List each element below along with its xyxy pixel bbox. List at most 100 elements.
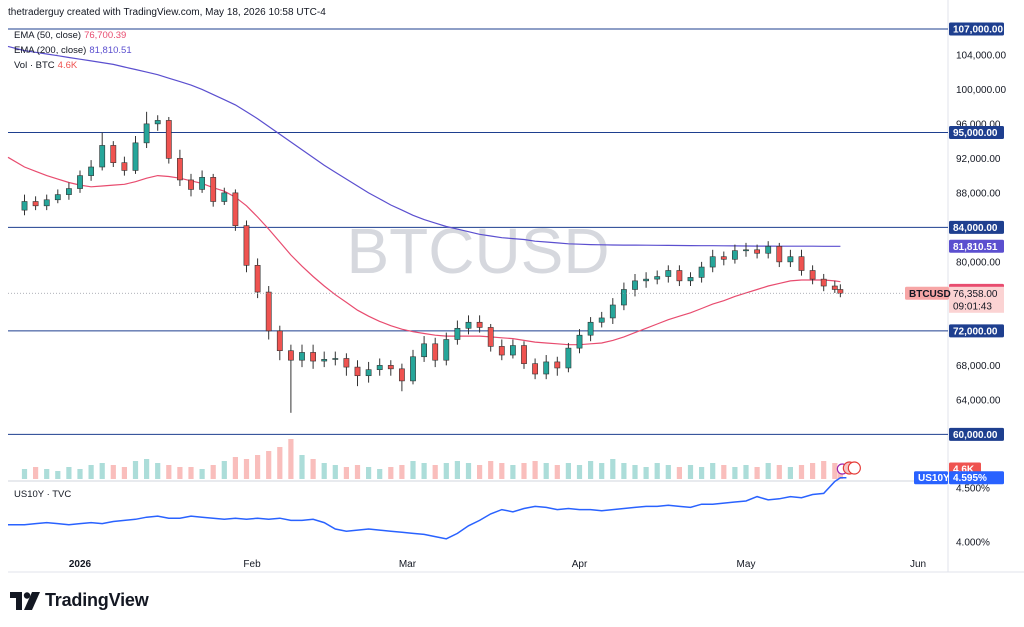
- legend-volume-label: Vol · BTC: [14, 60, 55, 71]
- candle-body: [243, 225, 250, 266]
- volume-bar: [132, 461, 139, 479]
- candle-body: [643, 278, 649, 282]
- volume-bar: [443, 463, 449, 479]
- candle-body: [165, 120, 172, 159]
- volume-bar: [21, 469, 28, 479]
- candle: [132, 135, 139, 174]
- volume-bar: [210, 465, 216, 479]
- volume-bar: [787, 467, 793, 479]
- volume-bar: [155, 463, 161, 479]
- ema200-line: [7, 45, 841, 247]
- ema50-line: [7, 156, 841, 346]
- candle: [787, 249, 794, 268]
- volume-bar: [532, 461, 538, 479]
- legend-volume[interactable]: Vol · BTC 4.6K: [14, 60, 77, 71]
- volume-bar: [388, 467, 394, 479]
- time-axis-label: 2026: [69, 559, 92, 570]
- volume-bar: [554, 465, 560, 479]
- candle-body: [465, 321, 472, 329]
- candle-body: [43, 199, 50, 207]
- volume-bar: [837, 471, 843, 479]
- volume-bar: [288, 439, 294, 479]
- candle: [77, 170, 83, 193]
- candle: [687, 272, 694, 287]
- candle: [21, 194, 28, 216]
- volume-bar: [543, 463, 549, 479]
- volume-bar: [565, 463, 571, 479]
- candle: [676, 265, 683, 287]
- candle: [143, 111, 150, 149]
- candle-body: [421, 343, 427, 358]
- tradingview-logo[interactable]: TradingView: [10, 590, 149, 611]
- volume-bar: [232, 457, 238, 479]
- candle: [343, 353, 350, 376]
- volume-bar: [810, 463, 816, 479]
- candle-body: [565, 347, 572, 369]
- candle: [410, 349, 416, 385]
- volume-bar: [510, 465, 516, 479]
- us10y-legend[interactable]: US10Y · TVC: [14, 489, 72, 500]
- volume-bar: [676, 467, 682, 479]
- candle-body: [398, 368, 405, 382]
- candle: [754, 244, 760, 259]
- us10y-symbol-tag: US10Y: [914, 471, 950, 485]
- level-price-tag-box: [949, 427, 1004, 441]
- volume-bar: [454, 461, 460, 479]
- volume-bar: [588, 461, 594, 479]
- volume-bar: [643, 467, 649, 479]
- price-axis-tags: 107,000.00 95,000.00 84,000.00 72,000.00 60,…: [905, 22, 1004, 485]
- price-tick-label: 68,000.00: [956, 361, 1001, 372]
- candle: [487, 323, 494, 352]
- candle-body: [687, 277, 694, 282]
- volume-bar: [110, 465, 116, 479]
- candle-body: [21, 201, 28, 211]
- level-price-tag: 72,000.00: [949, 324, 1004, 338]
- candle: [310, 344, 316, 369]
- candle: [398, 363, 405, 392]
- time-axis-labels: 2026 Feb Mar Apr May Jun: [69, 559, 926, 570]
- volume-bar: [421, 463, 427, 479]
- candle-body: [532, 363, 538, 375]
- candle: [665, 265, 672, 283]
- candle: [99, 132, 106, 171]
- legend-ema200[interactable]: EMA (200, close) 81,810.51: [14, 45, 132, 56]
- legend-ema50[interactable]: EMA (50, close) 76,700.39: [14, 30, 126, 41]
- candle: [521, 341, 527, 369]
- price-tick-label: 104,000.00: [956, 50, 1006, 61]
- candle: [509, 339, 516, 359]
- candle: [443, 332, 450, 366]
- candle: [609, 298, 616, 324]
- volume-bar: [377, 469, 383, 479]
- candle: [587, 317, 594, 342]
- volume-bar: [776, 465, 782, 479]
- price-tick-label: 88,000.00: [956, 188, 1001, 199]
- volume-bar: [665, 465, 671, 479]
- candle: [287, 344, 294, 413]
- tradingview-logo-text: TradingView: [45, 590, 149, 610]
- candle: [831, 280, 838, 293]
- candle: [765, 241, 772, 259]
- candle-countdown: 09:01:43: [953, 301, 992, 312]
- volume-bar: [66, 467, 72, 479]
- candle-body: [487, 327, 494, 347]
- us10y-symbol-tag-text: US10Y: [918, 473, 950, 484]
- time-axis-label: Feb: [243, 559, 261, 570]
- candle-body: [299, 352, 305, 361]
- candle-body: [809, 270, 816, 280]
- candle-body: [365, 369, 372, 377]
- candle-body: [132, 142, 139, 171]
- candle: [720, 251, 727, 266]
- ema200-price-tag-box: [949, 239, 1004, 253]
- level-price-tag-text: 107,000.00: [953, 25, 1003, 36]
- symbol-price-tag-box: [905, 286, 949, 300]
- symbol-price-tag-text: BTCUSD: [909, 289, 951, 300]
- candle: [565, 342, 572, 373]
- candle: [731, 244, 738, 264]
- candle-body: [321, 359, 328, 362]
- candle: [576, 329, 583, 354]
- candle-body: [787, 256, 794, 263]
- candle: [54, 189, 61, 204]
- volume-bar: [821, 461, 827, 479]
- volume-bar: [77, 469, 83, 479]
